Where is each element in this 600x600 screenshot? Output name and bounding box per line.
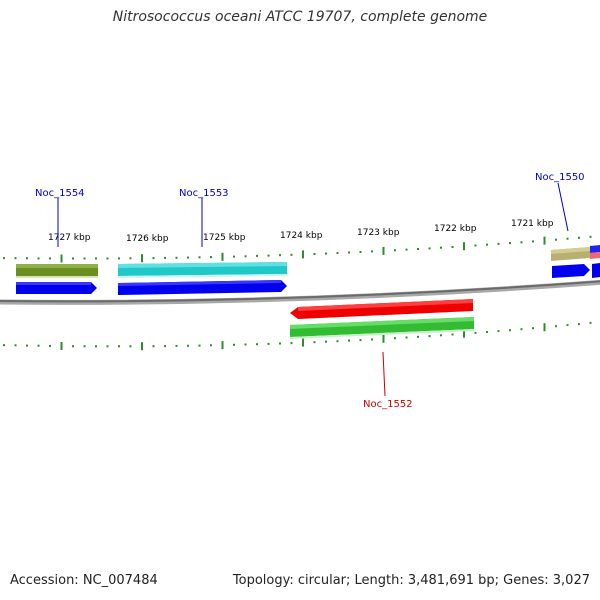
inner-tick-track	[3, 321, 592, 351]
outer-tick-track	[3, 235, 592, 263]
noc1554-arrow-highlight	[16, 282, 91, 285]
noc1554-olive-highlight	[16, 264, 98, 268]
noc1554-label[interactable]: Noc_1554	[35, 188, 85, 199]
kbp-label-1721: 1721 kbp	[511, 219, 554, 229]
gene-noc1552[interactable]	[290, 299, 474, 339]
kbp-label-1723: 1723 kbp	[357, 228, 400, 238]
noc1553-arrow-highlight	[118, 280, 281, 286]
noc1550-khaki-highlight	[551, 247, 590, 254]
noc1550-label[interactable]: Noc_1550	[535, 172, 585, 183]
noc1552-green-shadow	[290, 329, 474, 339]
noc1552-label[interactable]: Noc_1552	[363, 399, 413, 410]
kbp-label-1722: 1722 kbp	[434, 224, 477, 234]
noc1550-cds-arrow	[552, 264, 590, 278]
genome-backbone-core	[0, 280, 600, 303]
accession-text: Accession: NC_007484	[10, 573, 158, 588]
noc1553-cyan-highlight	[118, 262, 287, 268]
noc1549-partial-arrow	[592, 263, 600, 278]
noc1550-pointer	[557, 182, 569, 232]
gene-noc1554[interactable]	[16, 264, 98, 294]
noc1552-green-highlight	[290, 317, 474, 329]
noc1549-partial-blue	[590, 245, 600, 253]
noc1553-cyan-shadow	[118, 274, 287, 278]
genome-title: Nitrosococcus oceani ATCC 19707, complet…	[112, 9, 488, 25]
kbp-label-1727: 1727 kbp	[48, 233, 91, 243]
kbp-label-1725: 1725 kbp	[203, 233, 246, 243]
kbp-label-1726: 1726 kbp	[126, 234, 169, 244]
noc1552-pointer	[382, 351, 386, 397]
noc1553-label[interactable]: Noc_1553	[179, 188, 229, 199]
kbp-label-1724: 1724 kbp	[280, 231, 323, 241]
noc1554-olive-shadow	[16, 276, 98, 278]
noc1549-partial-pink	[590, 252, 600, 259]
gene-noc1550[interactable]	[551, 245, 600, 278]
noc1552-arrow-highlight	[298, 299, 473, 311]
genome-summary-text: Topology: circular; Length: 3,481,691 bp…	[232, 573, 590, 588]
gene-noc1553[interactable]	[118, 262, 287, 295]
